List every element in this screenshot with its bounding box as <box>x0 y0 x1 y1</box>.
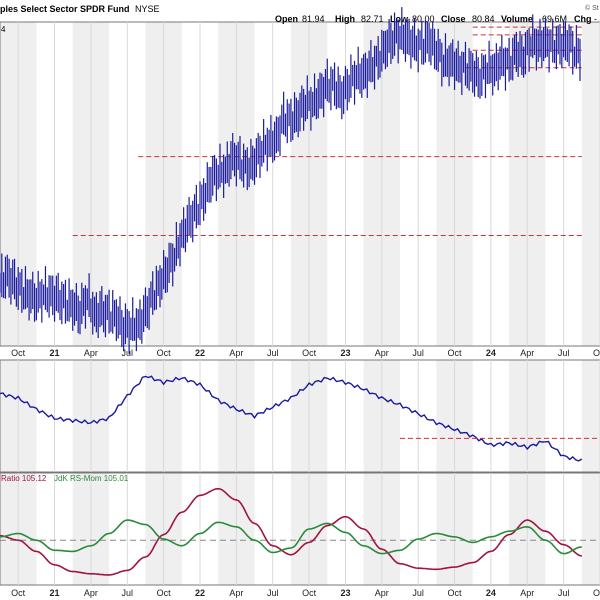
price-series <box>0 7 581 355</box>
vertical-gridlines <box>17 22 600 585</box>
x-tick-label: Apr <box>375 588 389 598</box>
price-panel-frame <box>0 21 600 347</box>
corner-credit: © St <box>585 4 599 12</box>
x-tick-label: 21 <box>50 588 60 598</box>
x-tick-label: Oct <box>302 588 317 598</box>
open-value: 81.94 <box>302 14 325 24</box>
volume-label: Volume <box>501 14 533 24</box>
x-tick-label: Apr <box>375 348 389 358</box>
x-tick-label: Oct <box>448 348 463 358</box>
x-tick-label: Oct <box>11 348 26 358</box>
x-tick-label: Apr <box>229 348 243 358</box>
x-tick-label: 24 <box>486 348 496 358</box>
x-tick-label: Apr <box>229 588 243 598</box>
x-tick-label: Oct <box>157 588 172 598</box>
relative-strength-line <box>0 375 583 462</box>
x-tick-label: Apr <box>84 348 98 358</box>
x-tick-label: Apr <box>520 348 534 358</box>
x-tick-label: Oct <box>593 588 600 598</box>
momentum-line <box>0 519 582 555</box>
x-axis-labels: Oct Oct 21 21 Apr Apr Jul Jul Oct Oct 22 22 Apr Apr Ju… <box>11 348 600 598</box>
shade-band <box>581 360 600 472</box>
low-value: 80.00 <box>412 14 435 24</box>
relative-strength-series <box>0 375 600 462</box>
high-label: High <box>335 14 355 24</box>
ratio-line <box>0 487 582 576</box>
x-tick-label: 23 <box>340 348 350 358</box>
shade-band <box>581 473 600 585</box>
x-tick-label: 21 <box>50 348 60 358</box>
x-tick-label: Oct <box>302 348 317 358</box>
x-tick-label: Jul <box>412 348 424 358</box>
x-tick-label: Jul <box>267 588 279 598</box>
change-label: Chg <box>574 14 592 24</box>
x-tick-label: 22 <box>195 588 205 598</box>
x-tick-label: Oct <box>448 588 463 598</box>
close-label: Close <box>441 14 466 24</box>
x-tick-label: Jul <box>558 348 570 358</box>
volume-value: 69.6M <box>542 14 567 24</box>
momentum-legend: JdK RS-Mom 105.01 <box>54 474 129 483</box>
x-tick-label: Jul <box>412 588 424 598</box>
x-tick-label: Jul <box>122 588 134 598</box>
exchange-label: NYSE <box>135 4 160 14</box>
open-label: Open <box>275 14 298 24</box>
low-label: Low <box>390 14 409 24</box>
x-tick-label: Jul <box>267 348 279 358</box>
rrg-series <box>0 487 600 576</box>
relative-panel-frame <box>0 359 600 473</box>
x-tick-label: Apr <box>520 588 534 598</box>
rrg-panel-frame <box>0 472 600 586</box>
x-tick-label: Oct <box>11 588 26 598</box>
x-tick-label: Oct <box>157 348 172 358</box>
x-tick-label: 24 <box>486 588 496 598</box>
x-tick-label: Oct <box>593 348 600 358</box>
change-value: - <box>594 14 597 24</box>
x-tick-label: Apr <box>84 588 98 598</box>
high-value: 82.71 <box>361 14 384 24</box>
ratio-legend: Ratio 105.12 <box>1 474 47 483</box>
shade-band <box>581 22 600 346</box>
security-title: ples Select Sector SPDR Fund <box>0 4 130 14</box>
x-tick-label: Jul <box>558 588 570 598</box>
close-value: 80.84 <box>472 14 495 24</box>
x-tick-label: 23 <box>340 588 350 598</box>
price-edge-label: 4 <box>1 25 6 34</box>
x-tick-label: 22 <box>195 348 205 358</box>
x-tick-label: Jul <box>122 348 134 358</box>
